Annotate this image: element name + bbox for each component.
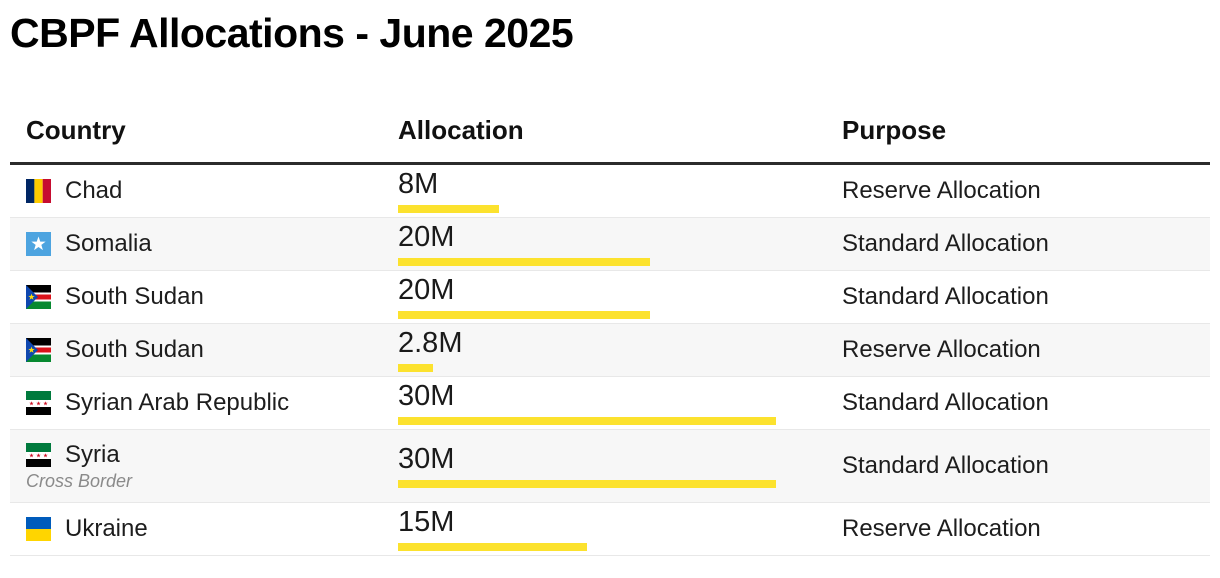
country-cell: Syria Cross Border <box>10 441 398 491</box>
purpose: Reserve Allocation <box>842 515 1041 542</box>
table-row: Syria Cross Border 30M Standard Allocati… <box>10 430 1210 503</box>
column-header-purpose: Purpose <box>842 115 947 145</box>
south-sudan-flag-icon <box>26 285 51 309</box>
country-name: Chad <box>65 177 123 204</box>
allocation-value: 15M <box>398 506 455 538</box>
cbpf-allocations-panel: CBPF Allocations - June 2025 Country All… <box>10 10 1210 556</box>
page-title: CBPF Allocations - June 2025 <box>10 10 574 56</box>
country-subtitle: Cross Border <box>26 471 133 491</box>
syria-flag-icon <box>26 443 51 467</box>
purpose: Standard Allocation <box>842 452 1049 479</box>
allocation-cell: 30M <box>398 377 842 429</box>
allocation-bar <box>398 258 650 266</box>
allocation-value: 8M <box>398 168 439 200</box>
table-row: Ukraine 15M Reserve Allocation <box>10 503 1210 556</box>
table-row: Chad 8M Reserve Allocation <box>10 165 1210 218</box>
allocation-cell: 2.8M <box>398 324 842 376</box>
purpose: Standard Allocation <box>842 389 1049 416</box>
country-cell: South Sudan <box>10 283 398 311</box>
purpose: Standard Allocation <box>842 283 1049 310</box>
south-sudan-flag-icon <box>26 338 51 362</box>
syria-flag-icon <box>26 391 51 415</box>
country-name: Syrian Arab Republic <box>65 389 290 416</box>
allocation-value: 2.8M <box>398 327 463 359</box>
chad-flag-icon <box>26 179 51 203</box>
country-cell: Ukraine <box>10 515 398 543</box>
purpose: Reserve Allocation <box>842 177 1041 204</box>
table-row: South Sudan 20M Standard Allocation <box>10 271 1210 324</box>
allocation-bar <box>398 543 587 551</box>
allocation-cell: 20M <box>398 218 842 270</box>
somalia-flag-icon <box>26 232 51 256</box>
allocation-cell: 30M <box>398 430 842 502</box>
country-name: Syria <box>65 441 120 468</box>
table-row: South Sudan 2.8M Reserve Allocation <box>10 324 1210 377</box>
country-name: South Sudan <box>65 336 204 363</box>
purpose: Standard Allocation <box>842 230 1049 257</box>
allocation-value: 20M <box>398 221 455 253</box>
allocation-value: 30M <box>398 443 455 475</box>
allocation-bar <box>398 480 776 488</box>
country-cell: South Sudan <box>10 336 398 364</box>
table-header-row: Country Allocation Purpose <box>10 57 1210 165</box>
allocation-cell: 20M <box>398 271 842 323</box>
country-cell: Chad <box>10 177 398 205</box>
country-name: South Sudan <box>65 283 204 310</box>
allocation-cell: 15M <box>398 503 842 555</box>
table-body: Chad 8M Reserve Allocation Somalia 20M S… <box>10 165 1210 556</box>
table-row: Somalia 20M Standard Allocation <box>10 218 1210 271</box>
allocation-value: 20M <box>398 274 455 306</box>
country-cell: Somalia <box>10 230 398 258</box>
purpose: Reserve Allocation <box>842 336 1041 363</box>
allocation-cell: 8M <box>398 165 842 217</box>
country-cell: Syrian Arab Republic <box>10 389 398 417</box>
ukraine-flag-icon <box>26 517 51 541</box>
table-row: Syrian Arab Republic 30M Standard Alloca… <box>10 377 1210 430</box>
allocation-value: 30M <box>398 380 455 412</box>
allocation-bar <box>398 311 650 319</box>
column-header-country: Country <box>26 115 126 145</box>
allocation-bar <box>398 205 499 213</box>
column-header-allocation: Allocation <box>398 115 524 145</box>
country-name: Ukraine <box>65 515 148 542</box>
allocation-bar <box>398 417 776 425</box>
allocation-bar <box>398 364 433 372</box>
country-name: Somalia <box>65 230 152 257</box>
